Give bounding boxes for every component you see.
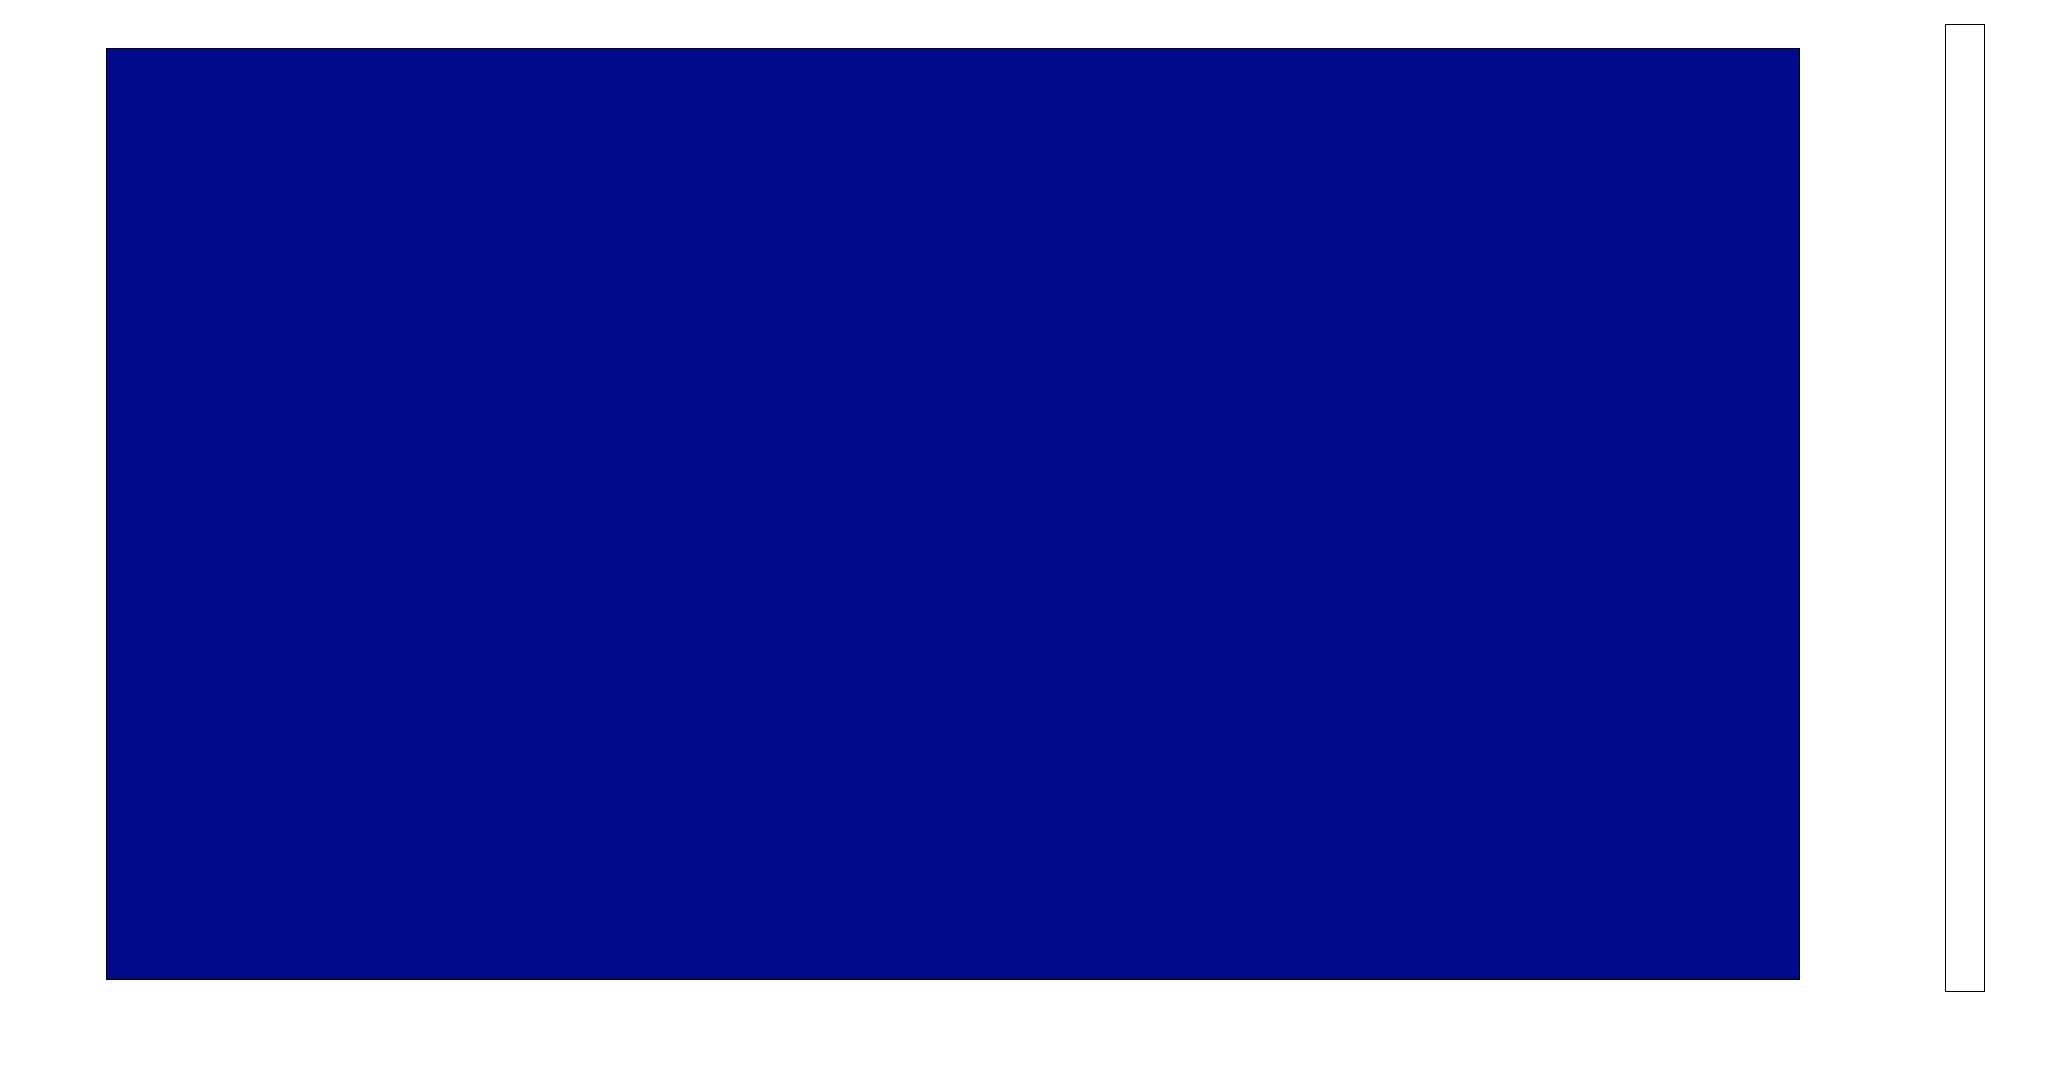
- spectrogram-heatmap: [107, 49, 1799, 979]
- colorbar-gradient: [1946, 25, 1984, 991]
- plot-area: [106, 48, 1800, 980]
- colorbar: [1945, 24, 1985, 992]
